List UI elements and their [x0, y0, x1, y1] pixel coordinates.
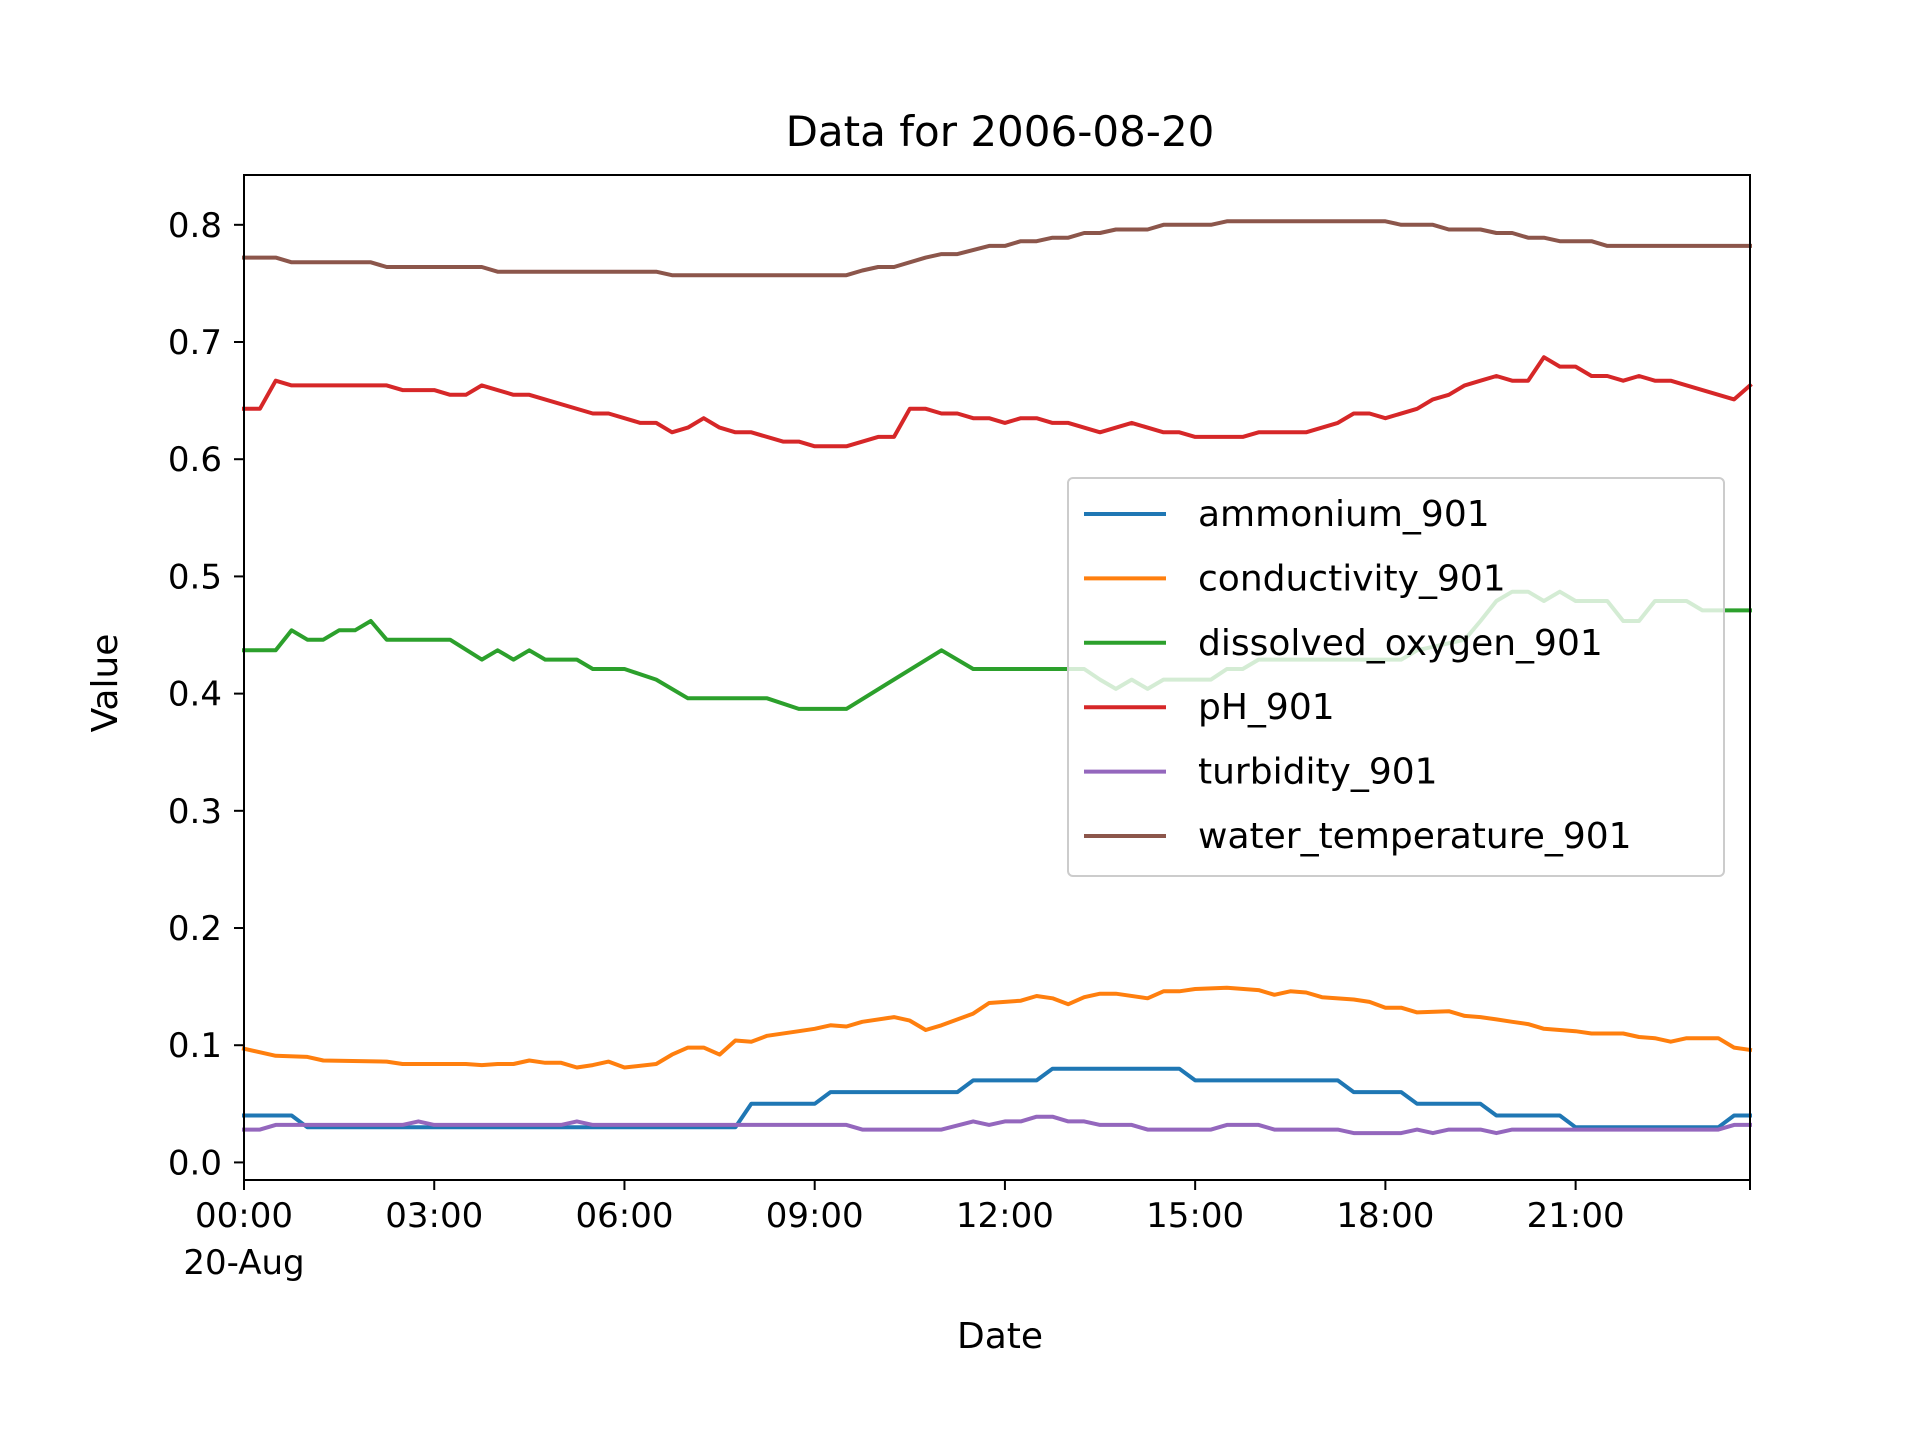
y-tick-label: 0.3: [168, 792, 222, 832]
legend-label-water-temperature-901: water_temperature_901: [1198, 816, 1632, 857]
x-tick-label: 09:00: [766, 1196, 864, 1236]
series-line-pH-901: [242, 355, 1753, 449]
legend-label-pH-901: pH_901: [1198, 687, 1335, 728]
x-tick-label: 03:00: [385, 1196, 483, 1236]
y-axis: 0.0 0.1 0.2 0.3 0.4 0.5 0.6 0.7 0.8: [168, 206, 244, 1183]
legend: ammonium_901 conductivity_901 dissolved_ox…: [1067, 477, 1725, 877]
y-tick-label: 0.5: [168, 557, 222, 597]
y-tick-label: 0.8: [168, 206, 222, 246]
x-tick-label: 00:00: [195, 1196, 293, 1236]
legend-label-conductivity-901: conductivity_901: [1198, 558, 1506, 599]
legend-label-dissolved-oxygen-901: dissolved_oxygen_901: [1198, 623, 1603, 664]
series-line-turbidity-901: [242, 1114, 1752, 1136]
y-tick-label: 0.1: [168, 1026, 222, 1066]
x-tick-label: 06:00: [575, 1196, 673, 1236]
legend-label-ammonium-901: ammonium_901: [1198, 494, 1490, 535]
legend-box: [1067, 477, 1725, 877]
x-tick-label: 12:00: [956, 1196, 1054, 1236]
x-tick-sublabel: 20-Aug: [183, 1243, 304, 1283]
y-tick-label: 0.7: [168, 323, 222, 363]
series-line-ammonium-901: [242, 1066, 1752, 1130]
x-axis: 00:00 20-Aug 03:00 06:00 09:00 12:00 15:00 18:0…: [183, 1180, 1751, 1283]
x-tick-label: 21:00: [1527, 1196, 1625, 1236]
plot-frame: [243, 174, 1751, 1181]
x-tick-label: 18:00: [1336, 1196, 1434, 1236]
y-tick-label: 0.0: [168, 1143, 222, 1183]
legend-label-turbidity-901: turbidity_901: [1198, 752, 1438, 793]
series-line-water-temperature-901: [242, 219, 1752, 278]
y-tick-label: 0.2: [168, 909, 222, 949]
series-line-conductivity-901: [241, 985, 1753, 1070]
x-tick-label: 15:00: [1146, 1196, 1244, 1236]
y-axis-label: Value: [85, 634, 126, 733]
x-axis-label: Date: [957, 1316, 1043, 1357]
y-tick-label: 0.6: [168, 440, 222, 480]
chart-title: Data for 2006-08-20: [786, 107, 1215, 156]
y-tick-label: 0.4: [168, 675, 222, 715]
